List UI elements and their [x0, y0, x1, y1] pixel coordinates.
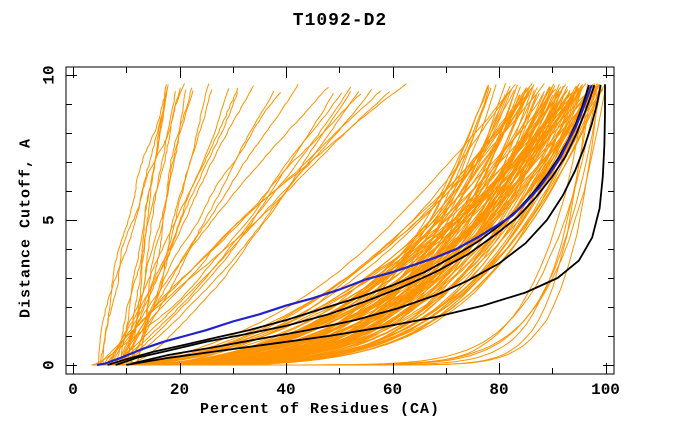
model-curve: [126, 86, 168, 366]
model-curve: [94, 87, 533, 366]
reference-curve-2: [115, 84, 596, 366]
model-curve: [125, 92, 281, 366]
model-curve: [115, 83, 589, 366]
x-tick-label: 40: [276, 381, 295, 399]
model-curve: [135, 87, 193, 366]
model-curve: [112, 90, 598, 366]
x-tick-label: 80: [489, 381, 508, 399]
x-tick-label: 20: [170, 381, 189, 399]
x-tick-label: 100: [591, 381, 620, 399]
y-axis-label: Distance Cutoff, A: [17, 137, 35, 319]
reference-curve-3: [131, 84, 602, 365]
axis-ticks: [66, 67, 614, 374]
model-curve: [112, 86, 352, 366]
reference-curve-4: [126, 84, 606, 366]
model-curve: [97, 84, 167, 366]
x-axis-label: Percent of Residues (CA): [199, 401, 441, 418]
model-curve: [122, 94, 525, 366]
model-curve: [129, 90, 351, 366]
model-curve: [124, 84, 560, 366]
model-curve: [109, 88, 373, 366]
highlighted-curve: [96, 84, 593, 367]
model-curve: [91, 92, 342, 366]
model-ensemble-curves: [91, 82, 607, 366]
model-curve: [128, 92, 238, 366]
model-curve: [114, 89, 604, 366]
chart-title: T1092-D2: [292, 11, 388, 31]
model-curve: [107, 85, 254, 366]
y-tick-labels: 0 5 10: [41, 65, 59, 369]
y-tick-label: 5: [41, 215, 59, 225]
x-tick-labels: 0 20 40 60 80 100: [68, 381, 620, 399]
model-curve: [118, 86, 329, 366]
model-curve: [99, 90, 166, 366]
model-curve: [120, 84, 299, 366]
x-tick-label: 0: [68, 381, 78, 399]
model-curve: [129, 90, 275, 366]
model-curve: [116, 89, 213, 366]
model-curve: [105, 84, 600, 366]
y-tick-label: 0: [41, 360, 59, 370]
model-curve: [115, 92, 334, 366]
model-curve: [116, 91, 360, 366]
model-curve: [134, 88, 529, 366]
model-curve: [112, 88, 557, 366]
highlighted-model-curve: [96, 84, 593, 367]
y-tick-label: 10: [41, 65, 59, 84]
x-tick-label: 60: [383, 381, 402, 399]
model-curve: [98, 90, 382, 366]
